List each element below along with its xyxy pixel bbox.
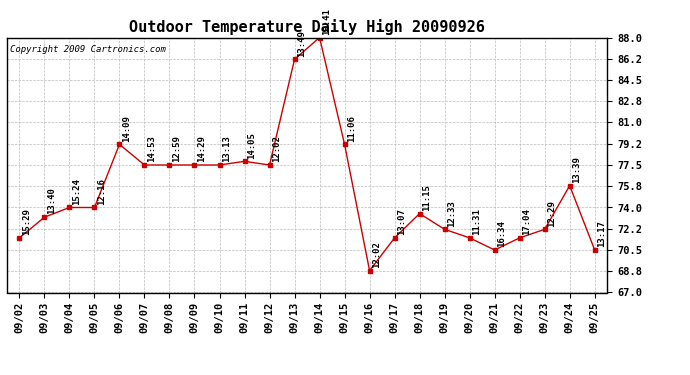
Title: Outdoor Temperature Daily High 20090926: Outdoor Temperature Daily High 20090926	[129, 19, 485, 35]
Text: 11:06: 11:06	[347, 115, 356, 142]
Text: Copyright 2009 Cartronics.com: Copyright 2009 Cartronics.com	[10, 45, 166, 54]
Text: 12:02: 12:02	[373, 241, 382, 268]
Text: 11:15: 11:15	[422, 184, 431, 211]
Text: 12:33: 12:33	[447, 200, 456, 226]
Text: 16:34: 16:34	[497, 220, 506, 247]
Text: 11:31: 11:31	[473, 208, 482, 235]
Text: 14:53: 14:53	[147, 135, 156, 162]
Text: 12:16: 12:16	[97, 178, 106, 205]
Text: 12:59: 12:59	[172, 135, 181, 162]
Text: 15:29: 15:29	[22, 208, 31, 235]
Text: 13:07: 13:07	[397, 208, 406, 235]
Text: 13:49: 13:49	[297, 30, 306, 57]
Text: 15:41: 15:41	[322, 8, 331, 35]
Text: 14:05: 14:05	[247, 132, 256, 159]
Text: 13:13: 13:13	[222, 135, 231, 162]
Text: 13:17: 13:17	[598, 220, 607, 247]
Text: 13:39: 13:39	[573, 156, 582, 183]
Text: 15:24: 15:24	[72, 178, 81, 205]
Text: 13:40: 13:40	[47, 188, 56, 214]
Text: 14:09: 14:09	[122, 115, 131, 142]
Text: 14:29: 14:29	[197, 135, 206, 162]
Text: 12:02: 12:02	[273, 135, 282, 162]
Text: 12:29: 12:29	[547, 200, 556, 226]
Text: 17:04: 17:04	[522, 208, 531, 235]
